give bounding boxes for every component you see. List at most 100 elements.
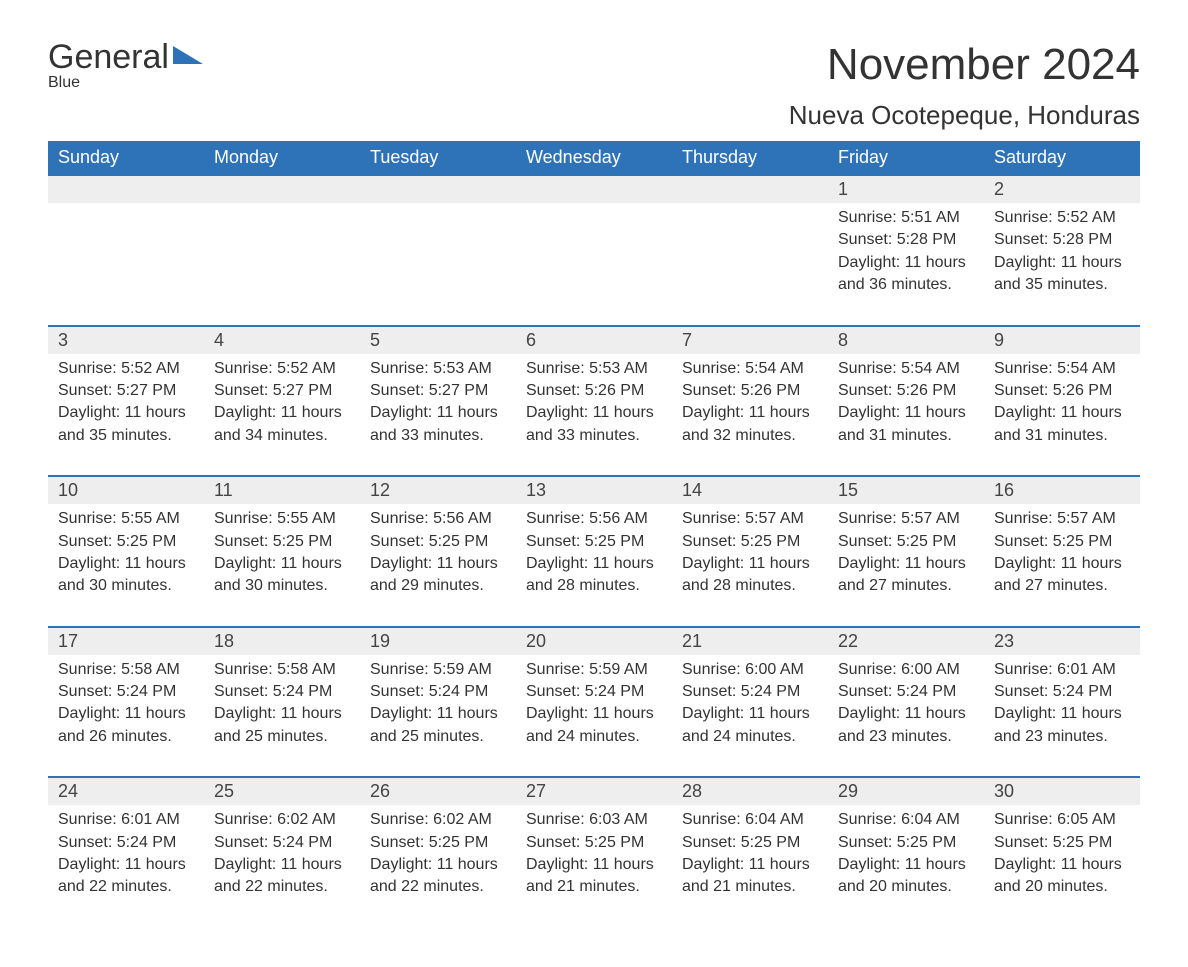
sunrise-line: Sunrise: 5:54 AM <box>682 358 818 380</box>
day-cell: Sunrise: 5:51 AMSunset: 5:28 PMDaylight:… <box>828 203 984 326</box>
day-cell: Sunrise: 6:02 AMSunset: 5:25 PMDaylight:… <box>360 805 516 927</box>
day-number: 13 <box>516 476 672 504</box>
day-number: 6 <box>516 326 672 354</box>
sunrise-line: Sunrise: 5:55 AM <box>214 508 350 530</box>
day-number: 15 <box>828 476 984 504</box>
day-cell: Sunrise: 5:55 AMSunset: 5:25 PMDaylight:… <box>48 504 204 627</box>
day-number: 5 <box>360 326 516 354</box>
day-number: 27 <box>516 777 672 805</box>
sunset-line: Sunset: 5:25 PM <box>838 832 974 854</box>
daylight-line: Daylight: 11 hours and 25 minutes. <box>214 703 350 748</box>
day-cell: Sunrise: 5:55 AMSunset: 5:25 PMDaylight:… <box>204 504 360 627</box>
daylight-line: Daylight: 11 hours and 27 minutes. <box>994 553 1130 598</box>
day-number: 26 <box>360 777 516 805</box>
day-cell: Sunrise: 6:04 AMSunset: 5:25 PMDaylight:… <box>672 805 828 927</box>
day-cell: Sunrise: 5:56 AMSunset: 5:25 PMDaylight:… <box>360 504 516 627</box>
sunset-line: Sunset: 5:25 PM <box>526 832 662 854</box>
daylight-line: Daylight: 11 hours and 24 minutes. <box>682 703 818 748</box>
day-number: 10 <box>48 476 204 504</box>
daylight-line: Daylight: 11 hours and 23 minutes. <box>838 703 974 748</box>
logo: General Blue <box>48 40 203 92</box>
day-data-row: Sunrise: 5:58 AMSunset: 5:24 PMDaylight:… <box>48 655 1140 778</box>
empty-cell <box>48 175 204 203</box>
day-number-row: 3456789 <box>48 326 1140 354</box>
day-number: 7 <box>672 326 828 354</box>
day-cell: Sunrise: 6:04 AMSunset: 5:25 PMDaylight:… <box>828 805 984 927</box>
daylight-line: Daylight: 11 hours and 29 minutes. <box>370 553 506 598</box>
day-number: 28 <box>672 777 828 805</box>
sunrise-line: Sunrise: 6:01 AM <box>994 659 1130 681</box>
day-number: 18 <box>204 627 360 655</box>
day-number: 11 <box>204 476 360 504</box>
weekday-header: Sunday <box>48 141 204 175</box>
sunset-line: Sunset: 5:27 PM <box>214 380 350 402</box>
daylight-line: Daylight: 11 hours and 36 minutes. <box>838 252 974 297</box>
day-number: 9 <box>984 326 1140 354</box>
empty-cell <box>204 175 360 203</box>
day-cell: Sunrise: 6:02 AMSunset: 5:24 PMDaylight:… <box>204 805 360 927</box>
daylight-line: Daylight: 11 hours and 22 minutes. <box>58 854 194 899</box>
sunrise-line: Sunrise: 5:54 AM <box>838 358 974 380</box>
day-cell: Sunrise: 5:53 AMSunset: 5:27 PMDaylight:… <box>360 354 516 477</box>
daylight-line: Daylight: 11 hours and 22 minutes. <box>370 854 506 899</box>
sunrise-line: Sunrise: 5:55 AM <box>58 508 194 530</box>
sunset-line: Sunset: 5:26 PM <box>526 380 662 402</box>
empty-cell <box>516 175 672 203</box>
daylight-line: Daylight: 11 hours and 21 minutes. <box>682 854 818 899</box>
day-number: 8 <box>828 326 984 354</box>
sunrise-line: Sunrise: 6:03 AM <box>526 809 662 831</box>
day-cell: Sunrise: 6:00 AMSunset: 5:24 PMDaylight:… <box>672 655 828 778</box>
day-cell: Sunrise: 6:00 AMSunset: 5:24 PMDaylight:… <box>828 655 984 778</box>
day-number: 24 <box>48 777 204 805</box>
sunrise-line: Sunrise: 5:51 AM <box>838 207 974 229</box>
sunset-line: Sunset: 5:24 PM <box>682 681 818 703</box>
weekday-header: Wednesday <box>516 141 672 175</box>
day-cell: Sunrise: 5:54 AMSunset: 5:26 PMDaylight:… <box>984 354 1140 477</box>
day-cell: Sunrise: 5:54 AMSunset: 5:26 PMDaylight:… <box>672 354 828 477</box>
sunrise-line: Sunrise: 5:54 AM <box>994 358 1130 380</box>
day-number-row: 12 <box>48 175 1140 203</box>
day-number: 20 <box>516 627 672 655</box>
sunrise-line: Sunrise: 5:57 AM <box>838 508 974 530</box>
sunset-line: Sunset: 5:25 PM <box>370 531 506 553</box>
day-cell: Sunrise: 5:54 AMSunset: 5:26 PMDaylight:… <box>828 354 984 477</box>
day-cell: Sunrise: 5:52 AMSunset: 5:27 PMDaylight:… <box>48 354 204 477</box>
weekday-header-row: Sunday Monday Tuesday Wednesday Thursday… <box>48 141 1140 175</box>
sunrise-line: Sunrise: 5:57 AM <box>682 508 818 530</box>
daylight-line: Daylight: 11 hours and 25 minutes. <box>370 703 506 748</box>
day-data-row: Sunrise: 5:51 AMSunset: 5:28 PMDaylight:… <box>48 203 1140 326</box>
sunrise-line: Sunrise: 5:52 AM <box>994 207 1130 229</box>
empty-cell <box>48 203 204 326</box>
sunset-line: Sunset: 5:25 PM <box>682 531 818 553</box>
day-cell: Sunrise: 5:59 AMSunset: 5:24 PMDaylight:… <box>360 655 516 778</box>
day-number-row: 10111213141516 <box>48 476 1140 504</box>
sunrise-line: Sunrise: 6:05 AM <box>994 809 1130 831</box>
day-cell: Sunrise: 6:01 AMSunset: 5:24 PMDaylight:… <box>984 655 1140 778</box>
sunrise-line: Sunrise: 6:04 AM <box>682 809 818 831</box>
empty-cell <box>516 203 672 326</box>
sunrise-line: Sunrise: 5:56 AM <box>370 508 506 530</box>
day-cell: Sunrise: 5:53 AMSunset: 5:26 PMDaylight:… <box>516 354 672 477</box>
daylight-line: Daylight: 11 hours and 24 minutes. <box>526 703 662 748</box>
day-number: 30 <box>984 777 1140 805</box>
sunset-line: Sunset: 5:27 PM <box>58 380 194 402</box>
logo-word-2: Blue <box>48 74 203 92</box>
sunset-line: Sunset: 5:26 PM <box>994 380 1130 402</box>
sunrise-line: Sunrise: 5:58 AM <box>58 659 194 681</box>
sunrise-line: Sunrise: 5:59 AM <box>526 659 662 681</box>
day-data-row: Sunrise: 6:01 AMSunset: 5:24 PMDaylight:… <box>48 805 1140 927</box>
day-cell: Sunrise: 6:01 AMSunset: 5:24 PMDaylight:… <box>48 805 204 927</box>
sunset-line: Sunset: 5:25 PM <box>370 832 506 854</box>
sunrise-line: Sunrise: 5:53 AM <box>526 358 662 380</box>
sunset-line: Sunset: 5:25 PM <box>58 531 194 553</box>
sunset-line: Sunset: 5:25 PM <box>838 531 974 553</box>
sunset-line: Sunset: 5:24 PM <box>526 681 662 703</box>
day-data-row: Sunrise: 5:52 AMSunset: 5:27 PMDaylight:… <box>48 354 1140 477</box>
logo-sail-icon <box>173 46 203 64</box>
sunset-line: Sunset: 5:24 PM <box>58 681 194 703</box>
sunset-line: Sunset: 5:28 PM <box>838 229 974 251</box>
sunrise-line: Sunrise: 6:02 AM <box>370 809 506 831</box>
header: General Blue November 2024 Nueva Ocotepe… <box>48 40 1140 141</box>
empty-cell <box>360 203 516 326</box>
sunset-line: Sunset: 5:24 PM <box>370 681 506 703</box>
